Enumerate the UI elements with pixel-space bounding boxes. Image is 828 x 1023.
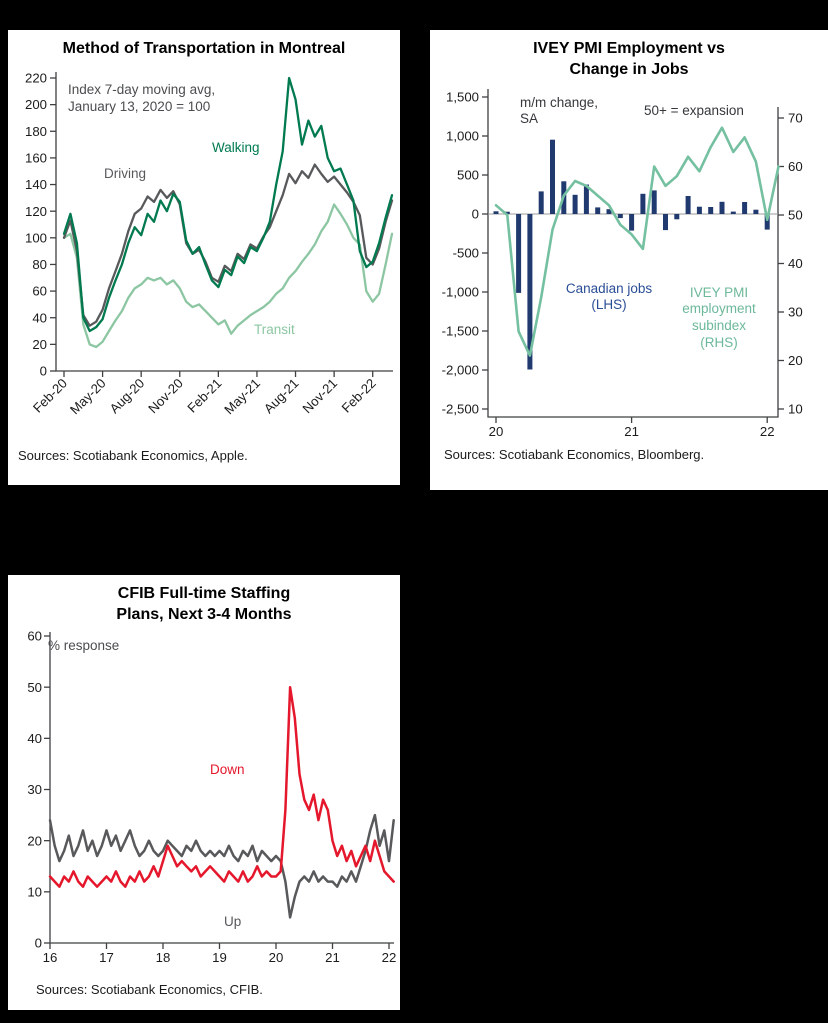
svg-text:18: 18 (156, 950, 171, 965)
svg-text:30: 30 (27, 782, 42, 797)
svg-text:16: 16 (43, 950, 58, 965)
svg-text:60: 60 (32, 283, 47, 298)
svg-text:40: 40 (27, 731, 42, 746)
svg-text:10: 10 (27, 884, 42, 899)
note-line: January 13, 2020 = 100 (68, 98, 211, 114)
cfib-chart-panel: CFIB Full-time Staffing Plans, Next 3-4 … (8, 575, 400, 1010)
svg-text:160: 160 (25, 150, 47, 165)
svg-text:30: 30 (788, 304, 803, 319)
svg-text:20: 20 (269, 950, 284, 965)
note-line: m/m change, (520, 94, 599, 110)
svg-text:Feb-20: Feb-20 (30, 375, 70, 415)
svg-text:20: 20 (788, 353, 803, 368)
note-line: SA (520, 111, 539, 127)
cfib-chart-area: 0 10 20 30 40 50 60 16 17 18 19 20 21 22 % response D… (8, 628, 400, 976)
svg-text:0: 0 (40, 363, 47, 378)
transport-source-note: Sources: Scotiabank Economics, Apple. (18, 447, 248, 463)
svg-text:120: 120 (25, 204, 47, 219)
svg-text:Aug-21: Aug-21 (261, 375, 302, 416)
transport-chart-area: 0 20 40 60 80 100 120 140 160 180 200 220 Feb-20 May-… (8, 62, 400, 434)
cfib-axis-note: % response (48, 637, 120, 653)
svg-text:21: 21 (325, 950, 340, 965)
transport-chart-canvas: 020406080100120140160180200220Feb-20May-… (25, 70, 394, 417)
title-line: IVEY PMI Employment vs (533, 40, 725, 57)
svg-text:-2,500: -2,500 (442, 401, 479, 416)
svg-text:May-21: May-21 (221, 375, 263, 417)
svg-text:80: 80 (32, 257, 47, 272)
svg-text:20: 20 (489, 424, 504, 439)
svg-text:100: 100 (25, 230, 47, 245)
svg-text:-2,000: -2,000 (442, 362, 479, 377)
svg-text:22: 22 (760, 424, 775, 439)
svg-text:19: 19 (212, 950, 227, 965)
transport-chart-title: Method of Transportation in Montreal (62, 40, 346, 57)
cfib-source-note: Sources: Scotiabank Economics, CFIB. (36, 981, 263, 997)
note-line: Index 7-day moving avg, (68, 81, 216, 97)
title-line: Plans, Next 3-4 Months (116, 605, 292, 623)
series-label-up: Up (224, 913, 242, 929)
transport-axis-note: Index 7-day moving avg, January 13, 2020… (68, 82, 215, 116)
series-label-walking: Walking (212, 139, 260, 155)
title-line: Change in Jobs (569, 60, 689, 78)
svg-text:60: 60 (788, 159, 803, 174)
svg-text:May-20: May-20 (67, 375, 109, 417)
svg-text:21: 21 (624, 424, 639, 439)
svg-text:Aug-20: Aug-20 (107, 375, 148, 416)
ivey-chart-title: IVEY PMI Employment vs Change in Jobs (430, 39, 828, 81)
cfib-chart-title: CFIB Full-time Staffing Plans, Next 3-4 … (8, 584, 400, 626)
cfib-chart-canvas: 0 10 20 30 40 50 60 16 17 18 19 20 21 22 (27, 628, 397, 965)
svg-text:220: 220 (25, 70, 47, 85)
svg-text:500: 500 (457, 167, 479, 182)
svg-text:1,000: 1,000 (446, 128, 479, 143)
ivey-source-note: Sources: Scotiabank Economics, Bloomberg… (444, 446, 705, 462)
ivey-chart-canvas: 1,500 1,000 500 0 -500 -1,000 -1,500 -2,000 -2,5… (442, 88, 803, 439)
svg-text:50: 50 (27, 679, 42, 694)
ivey-chart-panel: IVEY PMI Employment vs Change in Jobs 1,… (430, 30, 828, 490)
svg-text:17: 17 (99, 950, 114, 965)
svg-text:60: 60 (27, 628, 42, 643)
svg-text:Nov-21: Nov-21 (300, 375, 341, 416)
svg-text:Nov-20: Nov-20 (145, 375, 186, 416)
expansion-note: 50+ = expansion (644, 102, 744, 118)
svg-text:20: 20 (32, 337, 47, 352)
svg-text:70: 70 (788, 110, 803, 125)
series-label-down: Down (210, 761, 245, 777)
svg-text:-1,500: -1,500 (442, 323, 479, 338)
svg-text:0: 0 (472, 206, 479, 221)
svg-text:50: 50 (788, 207, 803, 222)
svg-text:-1,000: -1,000 (442, 284, 479, 299)
svg-text:0: 0 (35, 935, 42, 950)
series-label-transit: Transit (254, 321, 295, 337)
svg-text:180: 180 (25, 124, 47, 139)
svg-text:-500: -500 (453, 245, 479, 260)
ivey-chart-area: 1,500 1,000 500 0 -500 -1,000 -1,500 -2,000 -2,5… (430, 83, 828, 439)
svg-text:Feb-22: Feb-22 (339, 375, 379, 415)
series-label-ivey-pmi: IVEY PMI employment subindex (RHS) (682, 284, 756, 351)
left-axis-note: m/m change, SA (520, 95, 598, 129)
series-label-canadian-jobs: Canadian jobs (LHS) (565, 280, 653, 313)
svg-text:40: 40 (32, 310, 47, 325)
svg-text:1,500: 1,500 (446, 89, 479, 104)
series-label-driving: Driving (104, 165, 147, 181)
svg-text:140: 140 (25, 177, 47, 192)
svg-text:40: 40 (788, 256, 803, 271)
transport-chart-panel: Method of Transportation in Montreal 0 20… (8, 30, 400, 485)
svg-text:22: 22 (382, 950, 397, 965)
title-line: CFIB Full-time Staffing (117, 585, 291, 602)
svg-text:Feb-21: Feb-21 (184, 375, 224, 415)
svg-text:10: 10 (788, 401, 803, 416)
svg-text:200: 200 (25, 97, 47, 112)
svg-text:20: 20 (27, 833, 42, 848)
